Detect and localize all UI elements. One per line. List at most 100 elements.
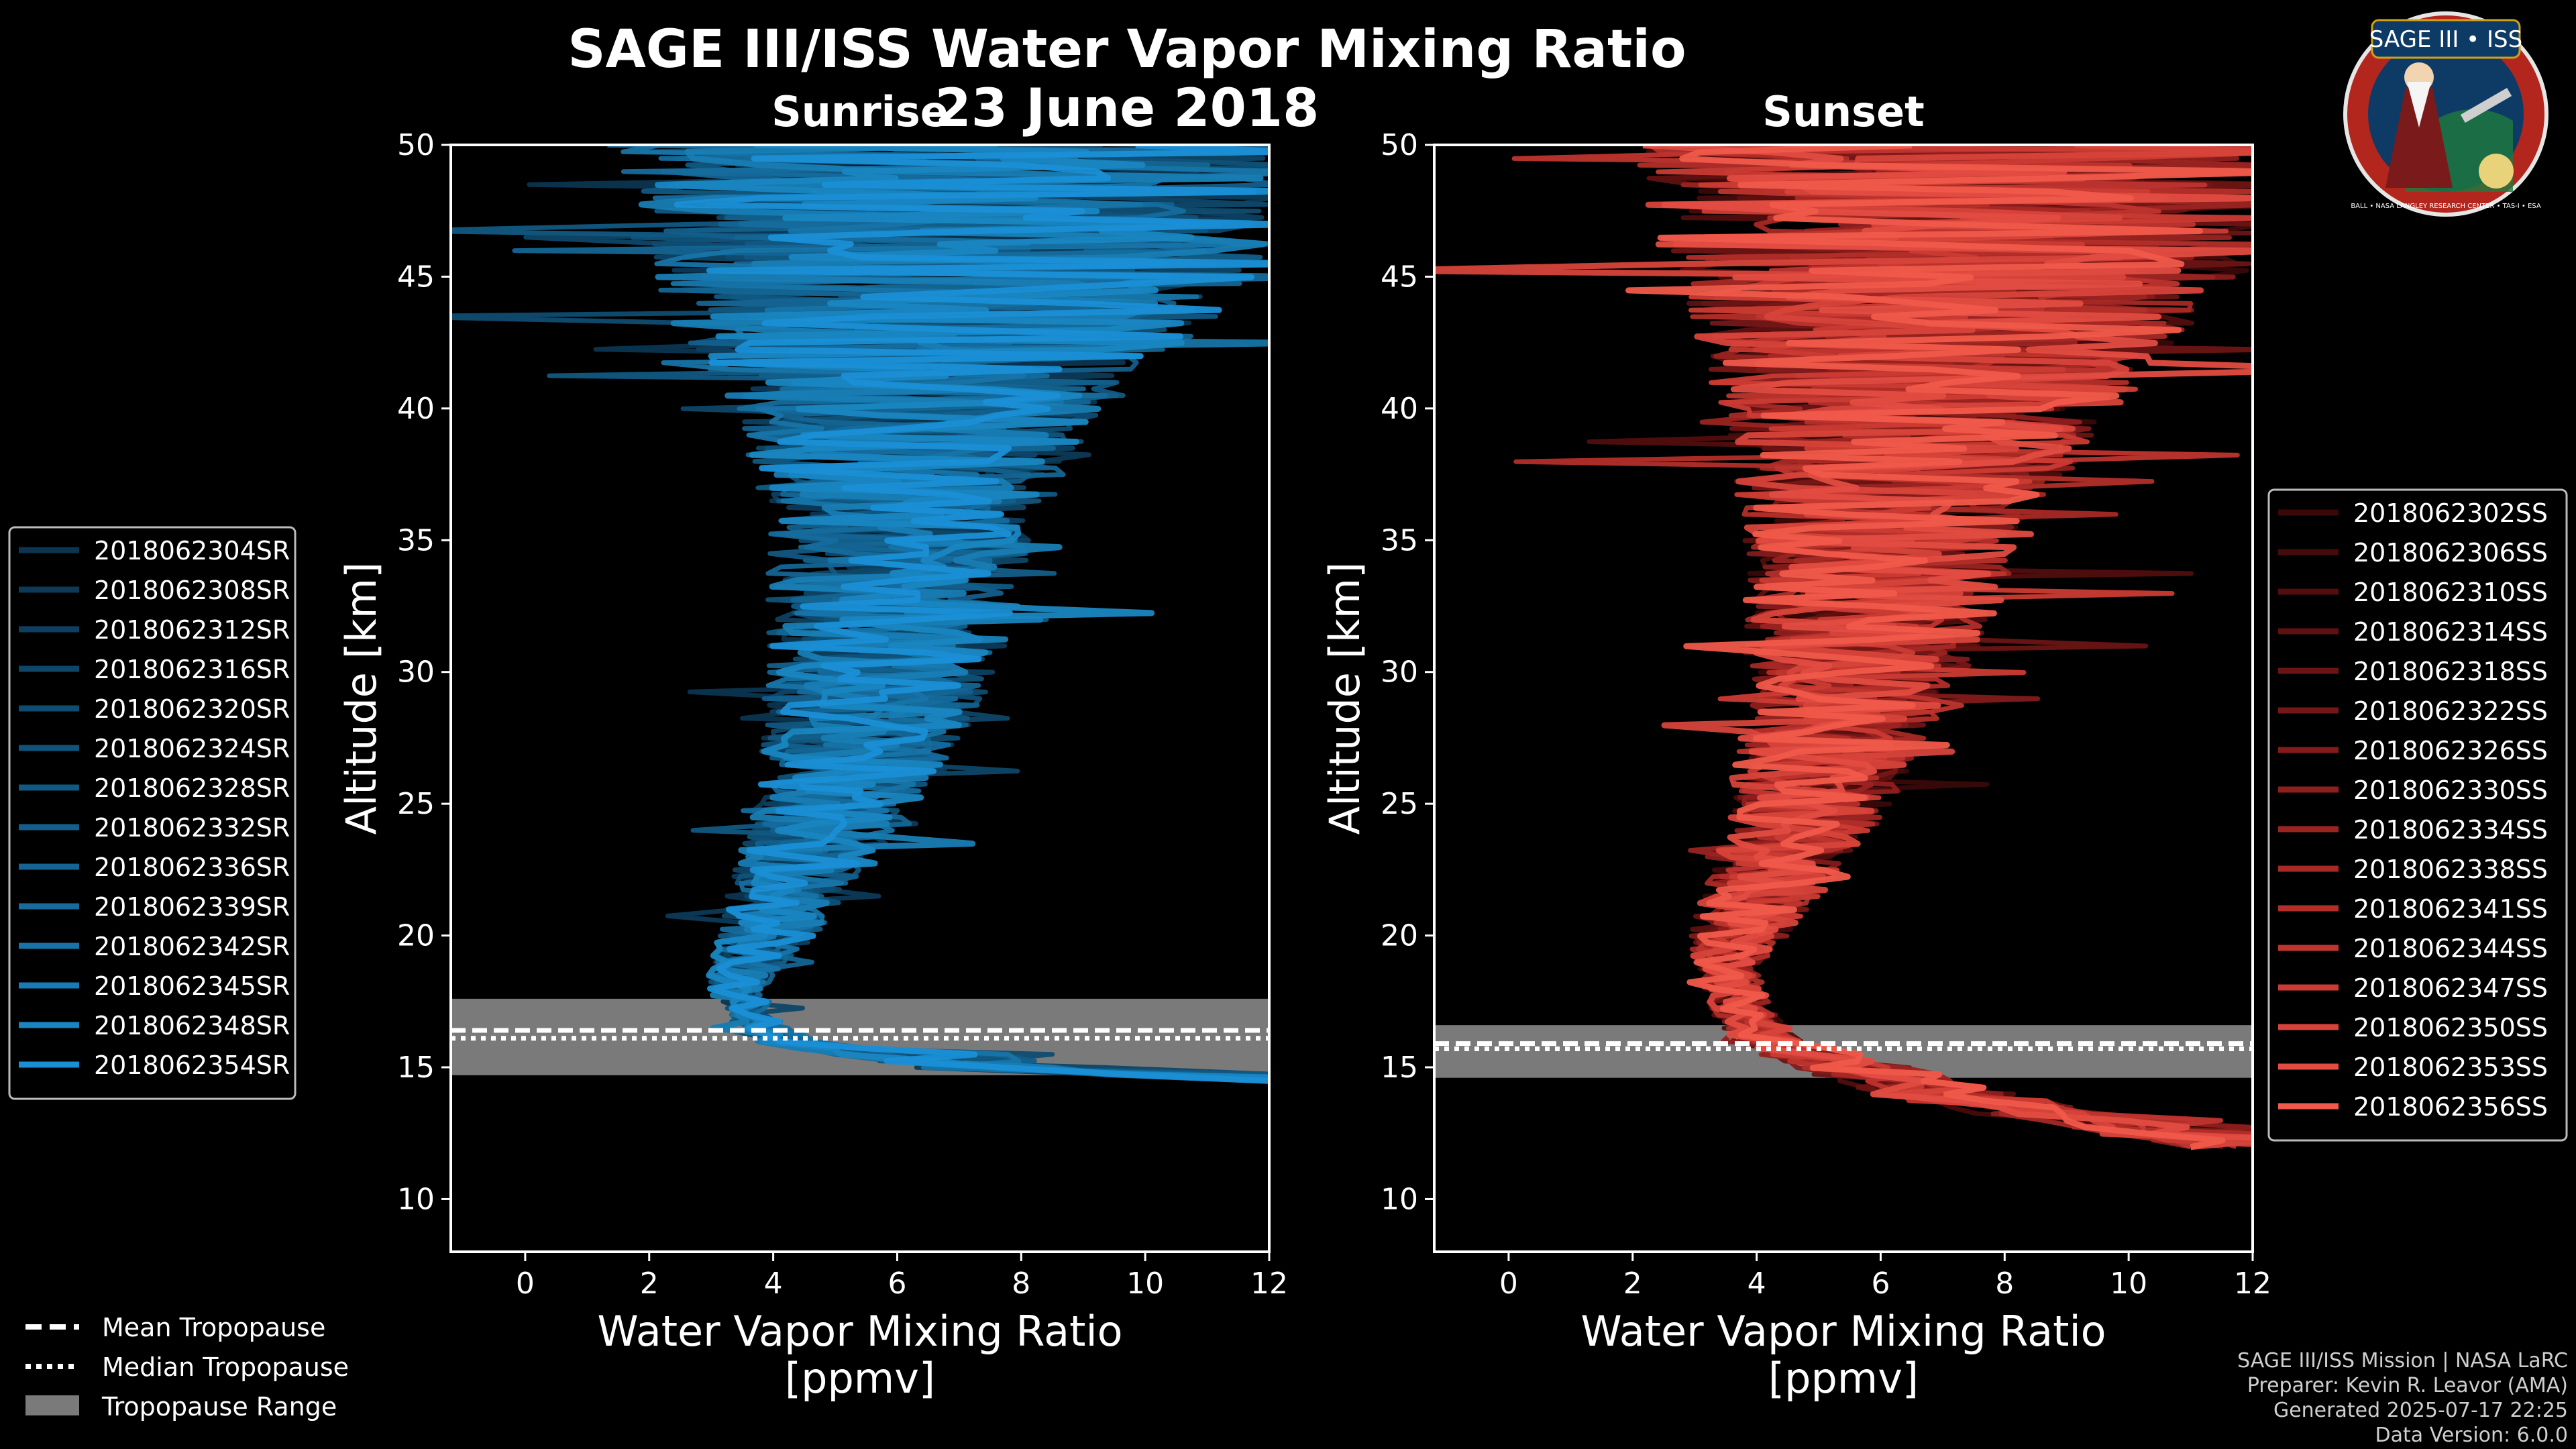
x-tick-label: 12 <box>1250 1267 1288 1301</box>
sunrise-legend: 2018062304SR 2018062308SR 2018062312SR 2018… <box>8 526 297 1100</box>
median-tropopause-label: Median Tropopause <box>102 1352 349 1382</box>
legend-label: 2018062326SS <box>2353 736 2548 765</box>
legend-label: 2018062354SR <box>94 1051 290 1080</box>
y-tick-label: 25 <box>397 787 435 821</box>
wizard-figure-icon <box>2385 87 2453 188</box>
legend-label: 2018062334SS <box>2353 815 2548 845</box>
y-tick-label: 45 <box>1381 260 1418 294</box>
legend-label: 2018062336SR <box>94 853 290 882</box>
legend-label: 2018062332SR <box>94 813 290 843</box>
legend-label: 2018062324SR <box>94 734 290 763</box>
tropopause-legend: Mean Tropopause Median Tropopause Tropop… <box>25 1313 349 1421</box>
sunset-legend: 2018062302SS 2018062306SS 2018062310SS 2018… <box>2267 488 2568 1142</box>
logo-banner <box>2371 19 2521 59</box>
iss-icon <box>2460 87 2512 123</box>
logo-ring-text: BALL • NASA LANGLEY RESEARCH CENTER • TA… <box>2351 203 2541 210</box>
y-tick-label: 15 <box>1381 1051 1418 1085</box>
x-axis-label: [ppmv] <box>1768 1354 1919 1403</box>
y-tick-label: 20 <box>397 919 435 953</box>
legend-label: 2018062310SS <box>2353 578 2548 607</box>
profile-line-2018062348SR <box>655 145 1269 1081</box>
sage-iii-iss-logo: SAGE III • ISS BALL • NASA LANGLEY RESEA… <box>2343 11 2548 217</box>
x-tick-label: 6 <box>888 1267 906 1301</box>
y-tick-label: 10 <box>397 1182 435 1216</box>
x-tick-label: 10 <box>2110 1267 2147 1301</box>
profile-line-2018062354SR <box>674 145 1269 1084</box>
sunset-panel: 10 15 20 25 30 35 40 45 50 0 2 4 6 8 10 12 Sunset Water V… <box>1320 87 2271 1403</box>
legend-label: 2018062306SS <box>2353 538 2548 568</box>
y-tick-label: 30 <box>1381 655 1418 690</box>
legend-label: 2018062344SS <box>2353 934 2548 963</box>
legend-label: 2018062330SS <box>2353 775 2548 805</box>
legend-label: 2018062356SS <box>2353 1092 2548 1122</box>
legend-label: 2018062342SR <box>94 932 290 961</box>
legend-label: 2018062318SS <box>2353 657 2548 686</box>
wizard-beard-icon <box>2407 82 2431 127</box>
y-tick-label: 35 <box>397 523 435 557</box>
x-axis-label: [ppmv] <box>785 1354 935 1403</box>
y-tick-label: 50 <box>1381 128 1418 162</box>
credit-line: Generated 2025-07-17 22:25 <box>2273 1399 2568 1422</box>
axes-frame <box>1433 144 2254 1253</box>
mean-tropopause-label: Mean Tropopause <box>102 1313 325 1342</box>
moon-icon <box>2479 154 2514 189</box>
legend-label: 2018062322SS <box>2353 696 2548 726</box>
legend-label: 2018062304SR <box>94 536 290 566</box>
plot-content <box>451 145 1269 1084</box>
legend-label: 2018062312SR <box>94 615 290 645</box>
x-tick-label: 6 <box>1871 1267 1890 1301</box>
x-tick-label: 0 <box>516 1267 535 1301</box>
legend-label: 2018062350SS <box>2353 1013 2548 1042</box>
plot-content <box>1434 145 2253 1150</box>
y-tick-label: 40 <box>397 392 435 426</box>
y-tick-label: 45 <box>397 260 435 294</box>
x-tick-label: 2 <box>640 1267 659 1301</box>
legend-box <box>2267 488 2568 1142</box>
legend-label: 2018062338SS <box>2353 855 2548 884</box>
legend-label: 2018062308SR <box>94 576 290 605</box>
tropopause-range-label: Tropopause Range <box>101 1392 337 1421</box>
credit-line: Preparer: Kevin R. Leavor (AMA) <box>2247 1374 2568 1397</box>
x-axis-label: Water Vapor Mixing Ratio <box>597 1307 1122 1356</box>
credits: SAGE III/ISS Mission | NASA LaRC Prepare… <box>2237 1349 2568 1447</box>
x-tick-label: 8 <box>1012 1267 1030 1301</box>
panel-title: Sunrise <box>771 87 949 136</box>
axes-frame <box>449 144 1271 1253</box>
legend-label: 2018062314SS <box>2353 617 2548 647</box>
sunrise-panel: 10 15 20 25 30 35 40 45 50 0 2 4 6 8 10 12 Sunrise Water … <box>337 87 1288 1403</box>
x-tick-label: 4 <box>764 1267 783 1301</box>
legend-label: 2018062320SR <box>94 694 290 724</box>
legend-label: 2018062347SS <box>2353 973 2548 1003</box>
legend-label: 2018062353SS <box>2353 1053 2548 1082</box>
legend-label: 2018062328SR <box>94 773 290 803</box>
legend-label: 2018062348SR <box>94 1011 290 1040</box>
y-axis-label: Altitude [km] <box>337 562 386 835</box>
y-tick-label: 25 <box>1381 787 1418 821</box>
x-tick-label: 12 <box>2234 1267 2271 1301</box>
legend-box <box>8 526 297 1100</box>
tropopause-range-swatch <box>25 1395 79 1415</box>
y-tick-label: 15 <box>397 1051 435 1085</box>
x-tick-label: 2 <box>1623 1267 1642 1301</box>
legend-label: 2018062345SR <box>94 971 290 1001</box>
legend-label: 2018062316SR <box>94 655 290 684</box>
y-tick-label: 10 <box>1381 1182 1418 1216</box>
y-axis-label: Altitude [km] <box>1320 562 1369 835</box>
legend-label: 2018062302SS <box>2353 498 2548 528</box>
profile-line-2018062356SS <box>1625 145 2253 1150</box>
x-axis-label: Water Vapor Mixing Ratio <box>1580 1307 2106 1356</box>
figure-title: SAGE III/ISS Water Vapor Mixing Ratio <box>568 19 1686 80</box>
x-tick-label: 10 <box>1126 1267 1164 1301</box>
legend-label: 2018062341SS <box>2353 894 2548 924</box>
y-tick-label: 30 <box>397 655 435 690</box>
x-tick-label: 8 <box>1995 1267 2014 1301</box>
x-tick-label: 4 <box>1748 1267 1766 1301</box>
tropopause-range-band <box>451 998 1269 1075</box>
y-tick-label: 20 <box>1381 919 1418 953</box>
credit-line: Data Version: 6.0.0 <box>2375 1424 2568 1447</box>
y-tick-label: 35 <box>1381 523 1418 557</box>
legend-label: 2018062339SR <box>94 892 290 922</box>
panel-title: Sunset <box>1762 87 1925 136</box>
profile-line-2018062345SR <box>638 145 1269 1084</box>
